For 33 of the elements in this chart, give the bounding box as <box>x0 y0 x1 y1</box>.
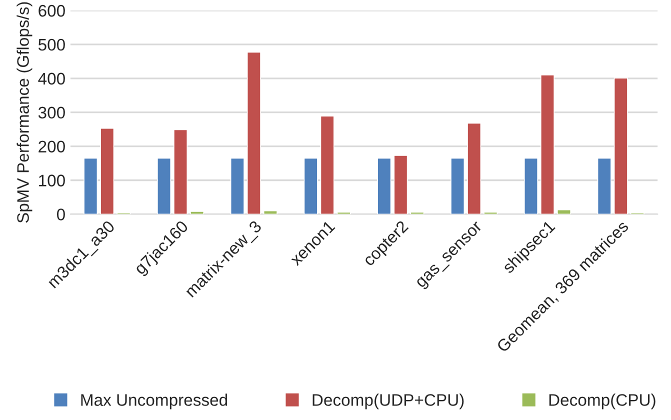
y-tick-label: 200 <box>38 140 65 153</box>
bar <box>157 158 172 214</box>
bar <box>524 158 538 214</box>
bar <box>174 129 188 214</box>
bar <box>230 158 244 214</box>
bar <box>410 212 424 214</box>
bar <box>597 158 612 214</box>
bar <box>304 158 318 214</box>
y-tick-label: 600 <box>38 4 65 17</box>
bar <box>450 158 465 214</box>
y-axis-title: SpMV Performance (Gflops/s) <box>16 2 32 223</box>
bar <box>556 209 572 214</box>
legend-label: Decomp(UDP+CPU) <box>312 394 464 410</box>
bar <box>263 210 278 214</box>
legend-label: Decomp(CPU) <box>549 394 656 410</box>
bar <box>190 211 204 214</box>
bar <box>100 128 114 214</box>
y-tick-label: 300 <box>38 106 65 119</box>
bar <box>320 116 334 214</box>
y-tick-label: 0 <box>56 208 65 220</box>
y-tick-label: 500 <box>38 38 65 51</box>
bar <box>540 74 555 214</box>
bar <box>84 158 98 214</box>
y-tick-label: 100 <box>39 174 65 186</box>
bar <box>377 158 392 214</box>
bar <box>484 212 498 214</box>
bar <box>336 212 351 214</box>
legend-label: Max Uncompressed <box>81 394 228 410</box>
bar <box>394 155 408 214</box>
bar <box>614 78 628 214</box>
bar <box>246 52 261 214</box>
y-tick-label: 400 <box>38 72 65 85</box>
bar <box>467 122 482 214</box>
